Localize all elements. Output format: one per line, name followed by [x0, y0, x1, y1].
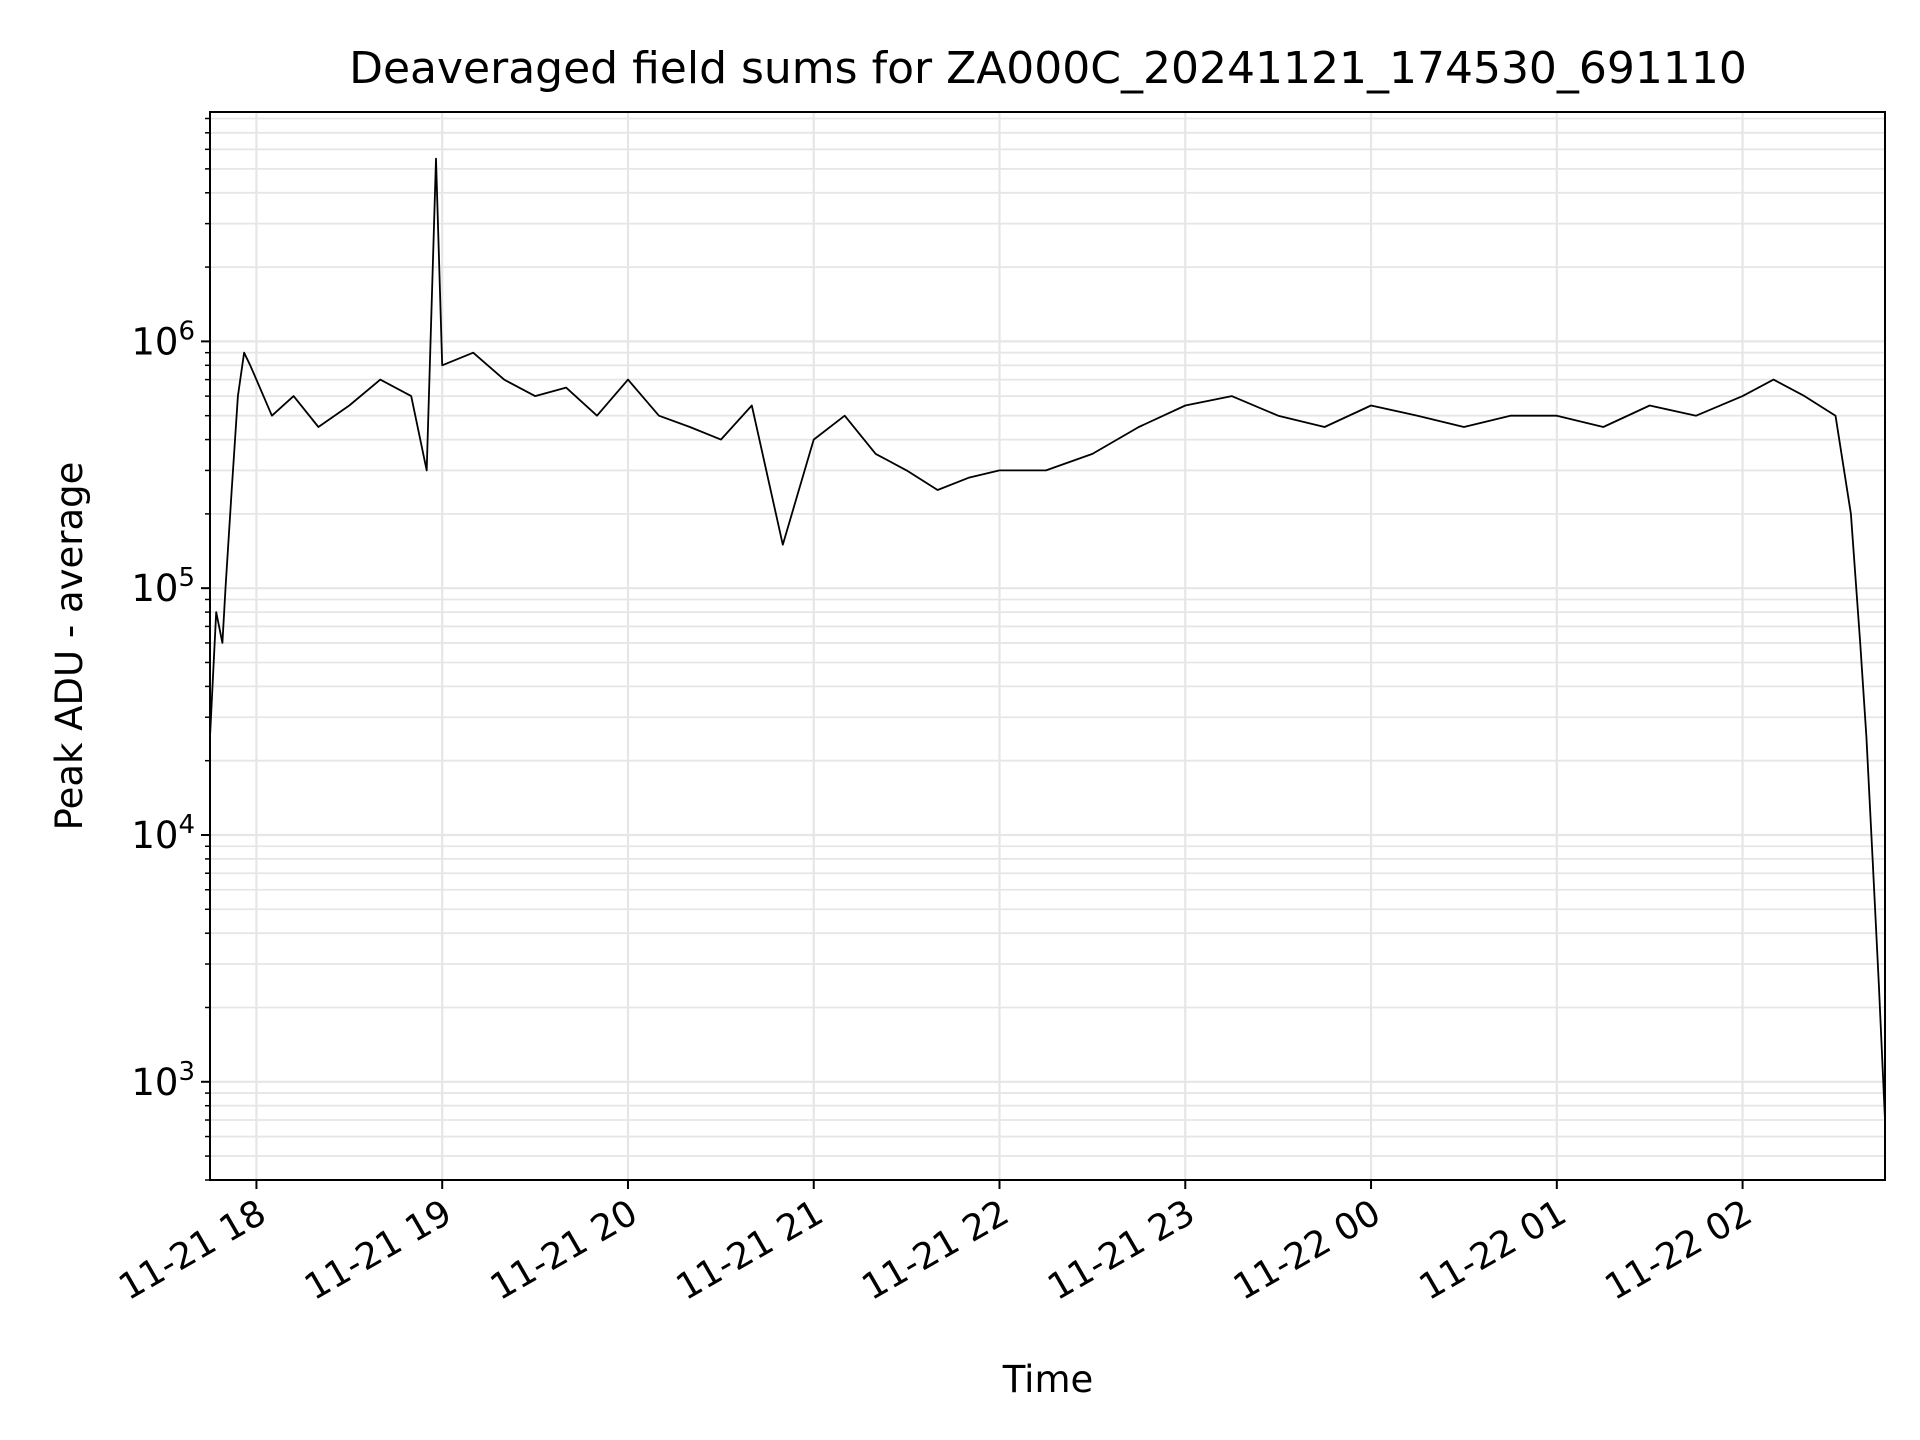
x-axis-label: Time — [1002, 1358, 1094, 1401]
grid — [210, 112, 1885, 1181]
y-axis: 103 104 105 106 — [131, 117, 210, 1181]
plot-frame — [209, 111, 1886, 1181]
y-tick-label: 106 — [131, 316, 195, 363]
series-layer — [209, 157, 1886, 1121]
y-tick-label: 105 — [131, 563, 195, 610]
chart-title: Deaveraged field sums for ZA000C_2024112… — [349, 43, 1747, 94]
y-axis-label: Peak ADU - average — [48, 462, 91, 831]
y-tick-label: 103 — [131, 1057, 195, 1104]
y-tick-label: 104 — [131, 810, 195, 857]
series-line — [209, 157, 1886, 1121]
